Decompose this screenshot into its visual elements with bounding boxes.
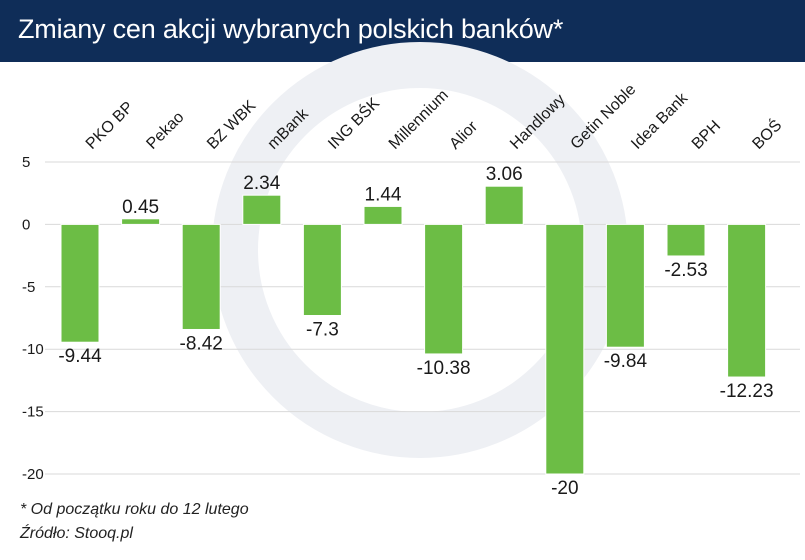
value-label: 0.45 xyxy=(122,197,159,218)
y-tick-label: -15 xyxy=(22,404,44,421)
category-label: Pekao xyxy=(143,109,187,153)
category-label: ING BŚK xyxy=(324,93,384,153)
bars xyxy=(60,185,767,475)
bar xyxy=(302,223,342,317)
bar xyxy=(363,205,403,225)
y-tick-label: -5 xyxy=(22,279,35,296)
y-tick-label: 5 xyxy=(22,154,30,171)
category-label: mBank xyxy=(265,105,313,153)
value-label: -12.23 xyxy=(720,381,774,402)
value-label: 3.06 xyxy=(486,164,523,185)
category-label: PKO BP xyxy=(83,99,137,153)
category-label: BZ WBK xyxy=(204,97,260,153)
y-tick-label: -10 xyxy=(22,341,44,358)
bar xyxy=(60,223,100,343)
category-label: Idea Bank xyxy=(628,89,692,153)
bar xyxy=(666,223,706,257)
bar xyxy=(545,223,585,475)
footnotes: * Od początku roku do 12 lutego Źródło: … xyxy=(20,498,249,546)
value-label: -2.53 xyxy=(664,260,707,281)
category-label: Millennium xyxy=(386,87,452,153)
category-label: Handlowy xyxy=(507,91,569,153)
bar xyxy=(121,218,161,225)
value-label: 2.34 xyxy=(243,173,280,194)
bar xyxy=(424,223,464,355)
y-tick-label: 0 xyxy=(22,216,30,233)
bar xyxy=(242,194,282,225)
source-note: Źródło: Stooq.pl xyxy=(20,525,133,542)
grid-layer xyxy=(45,161,800,475)
value-label: -8.42 xyxy=(180,333,223,354)
value-label: 1.44 xyxy=(365,184,402,205)
footnote-period: * Od początku roku do 12 lutego xyxy=(20,501,249,518)
x-axis-labels: PKO BP Pekao BZ WBK mBank ING BŚK MillenniumA… xyxy=(83,81,786,153)
value-label: -7.3 xyxy=(306,320,339,341)
watermark-ring xyxy=(212,42,628,458)
category-label: Alior xyxy=(446,118,481,153)
category-label: BPH xyxy=(689,118,724,153)
y-tick-label: -20 xyxy=(22,466,44,483)
value-label: -9.84 xyxy=(604,351,648,372)
bar xyxy=(484,185,524,225)
bar xyxy=(181,223,221,330)
chart-title: Zmiany cen akcji wybranych polskich bank… xyxy=(18,14,564,44)
category-label: BOŚ xyxy=(748,115,785,152)
bar xyxy=(727,223,767,378)
value-label: -9.44 xyxy=(58,346,102,367)
y-axis: 5 0 -5 -10 -15 -20 xyxy=(22,154,44,483)
value-label: -10.38 xyxy=(417,358,471,379)
bar xyxy=(605,223,645,348)
value-labels: -9.44 0.45 -8.42 2.34 -7.3 1.44 -10.38 3.06 -20 -… xyxy=(58,164,773,499)
value-label: -20 xyxy=(551,478,578,499)
